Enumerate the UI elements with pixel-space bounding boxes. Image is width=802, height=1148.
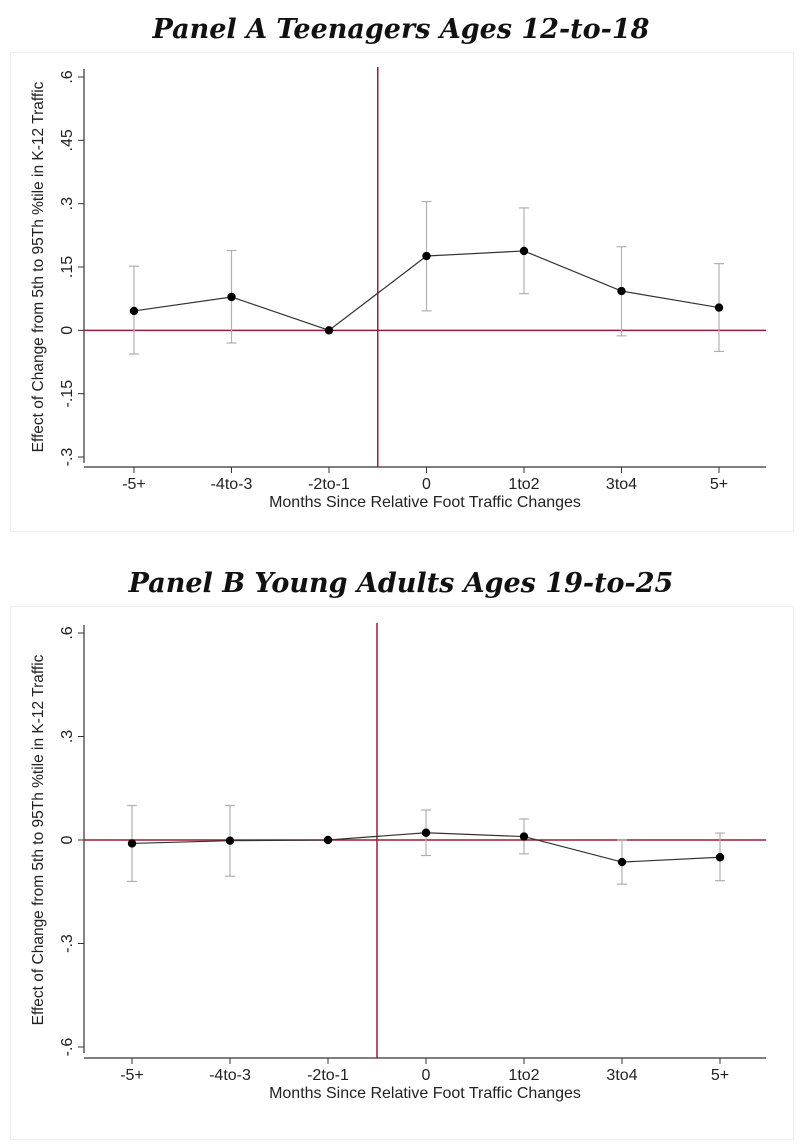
panel-a-x-tick-label: -2to-1: [308, 476, 350, 493]
panel-a-x-tick-label: 5+: [710, 476, 728, 493]
panel-a-data-point: [519, 246, 529, 256]
panel-b-data-point: [617, 857, 627, 867]
panel-b-x-tick-label: 1to2: [508, 1067, 539, 1084]
panel-a-x-tick-label: 3to4: [606, 476, 637, 493]
panel-b-title: Panel B Young Adults Ages 19-to-25: [128, 568, 674, 599]
panel-a-title: Panel A Teenagers Ages 12-to-18: [152, 14, 650, 45]
panel-a-y-tick-label: -.15: [59, 380, 76, 408]
panel-b-x-tick-label: 3to4: [606, 1067, 637, 1084]
panel-b-plot: .6 .3 0 -.3 -.6 -5+ -4to-3 -2to-1 0 1to2 3to4 5+ Mon…: [30, 623, 766, 1102]
panel-b-data-point: [715, 853, 725, 862]
panel-b-y-tick-label: -.3: [59, 934, 76, 953]
panel-a-plot: .6 .45 .3 .15 0 -.15 -.3 -5+ -4to-3 -2to-1 0 1to2 3t…: [30, 67, 766, 511]
panel-a-y-tick-label: .3: [59, 197, 76, 210]
panel-b-data-point: [225, 836, 235, 845]
panel-b-data-point: [421, 828, 431, 837]
panel-a-y-axis-title: Effect of Change from 5th to 95Th %tile …: [30, 81, 47, 452]
panel-a-data-point: [617, 286, 626, 296]
panel-a-y-tick-label: .15: [59, 256, 76, 278]
panel-b-y-tick-label: 0: [59, 835, 76, 844]
panel-a-chart: .6 .45 .3 .15 0 -.15 -.3 -5+ -4to-3 -2to-1 0 1to2 3t…: [10, 52, 794, 532]
panel-b-chart: .6 .3 0 -.3 -.6 -5+ -4to-3 -2to-1 0 1to2 3to4 5+ Mon…: [10, 606, 794, 1140]
panel-a-x-tick-label: -5+: [122, 476, 146, 493]
panel-b-x-tick-label: -2to-1: [307, 1067, 349, 1084]
panel-b-y-tick-label: -.6: [59, 1038, 76, 1057]
panel-b-y-axis-title: Effect of Change from 5th to 95Th %tile …: [30, 654, 47, 1025]
panel-a-y-tick-label: .6: [59, 70, 76, 83]
panel-b-x-axis-title: Months Since Relative Foot Traffic Chang…: [269, 1085, 581, 1102]
panel-b-x-tick-label: -4to-3: [209, 1067, 251, 1084]
panel-a-y-tick-label: -.3: [59, 448, 76, 467]
panel-a-data-point: [422, 251, 431, 261]
panel-b-x-tick-label: 5+: [711, 1067, 729, 1084]
panel-b-y-tick-label: .6: [59, 626, 76, 639]
panel-b-x-tick-label: -5+: [120, 1067, 144, 1084]
panel-b-data-point: [323, 835, 333, 845]
panel-a-x-tick-label: 0: [422, 476, 431, 493]
panel-a-data-point: [714, 303, 724, 312]
panel-a-data-point: [129, 306, 139, 316]
panel-a-y-tick-label: .45: [59, 129, 76, 151]
panel-b-y-tick-label: .3: [59, 730, 76, 743]
panel-a-y-tick-label: 0: [59, 326, 76, 335]
panel-b-data-point: [127, 839, 137, 848]
panel-a-x-tick-label: -4to-3: [211, 476, 253, 493]
panel-a-data-point: [324, 326, 334, 335]
panel-a-data-point: [227, 292, 236, 302]
panel-b-x-tick-label: 0: [422, 1067, 431, 1084]
panel-a-x-tick-label: 1to2: [508, 476, 539, 493]
panel-a-x-axis-title: Months Since Relative Foot Traffic Chang…: [269, 494, 581, 511]
panel-b-data-point: [519, 832, 529, 841]
